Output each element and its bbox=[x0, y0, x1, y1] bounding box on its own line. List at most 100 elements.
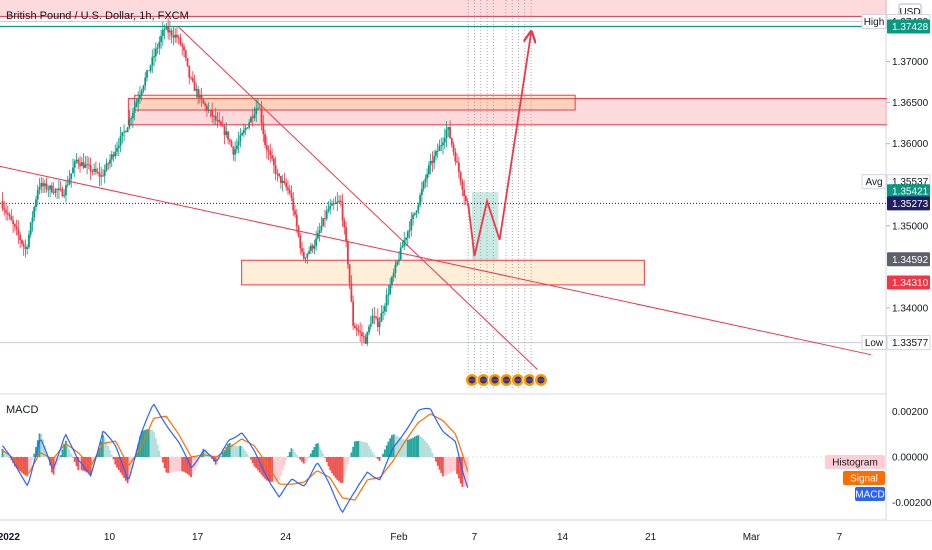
candle-body bbox=[398, 259, 400, 262]
candle-body bbox=[456, 161, 458, 163]
candle-body bbox=[63, 195, 66, 197]
macd-histogram-bar bbox=[116, 457, 118, 468]
macd-histogram-bar bbox=[179, 457, 182, 471]
macd-histogram-bar bbox=[38, 433, 41, 457]
candle-body bbox=[329, 205, 332, 209]
macd-histogram-bar bbox=[408, 439, 411, 457]
macd-histogram-bar bbox=[100, 441, 103, 457]
macd-histogram-bar bbox=[250, 457, 252, 460]
candle-body bbox=[315, 238, 318, 246]
candle-body bbox=[258, 107, 261, 109]
macd-histogram-bar bbox=[114, 457, 117, 465]
macd-histogram-bar bbox=[70, 453, 73, 457]
candle-body bbox=[308, 251, 310, 254]
price-tick-label: 1.36000 bbox=[892, 139, 929, 150]
candle-body bbox=[244, 127, 247, 131]
macd-histogram-bar bbox=[450, 457, 453, 472]
candle-body bbox=[232, 146, 235, 155]
candle-body bbox=[419, 195, 421, 205]
macd-line bbox=[2, 403, 469, 514]
macd-histogram-bar bbox=[40, 433, 43, 457]
candle-body bbox=[98, 172, 101, 177]
macd-histogram-bar bbox=[68, 449, 71, 457]
macd-histogram-bar bbox=[280, 457, 282, 476]
macd-histogram-bar bbox=[454, 457, 457, 471]
candle-body bbox=[387, 294, 390, 296]
candle-body bbox=[5, 210, 7, 213]
candle-body bbox=[114, 151, 117, 157]
macd-histogram-bar bbox=[86, 457, 88, 473]
price-tick-label: 1.34000 bbox=[892, 303, 929, 314]
candle-body bbox=[102, 175, 104, 177]
candle-body bbox=[6, 212, 9, 215]
macd-histogram-bar bbox=[287, 456, 289, 457]
candle-body bbox=[463, 189, 466, 197]
candle-body bbox=[355, 327, 358, 330]
candle-body bbox=[373, 315, 376, 317]
candle-body bbox=[223, 126, 226, 135]
candle-body bbox=[357, 329, 360, 332]
candle-body bbox=[80, 162, 83, 166]
candle-body bbox=[22, 243, 25, 247]
macd-histogram-bar bbox=[1, 448, 4, 457]
candle-body bbox=[431, 160, 434, 163]
macd-histogram-bar bbox=[241, 446, 244, 457]
macd-histogram-bar bbox=[359, 441, 362, 457]
macd-histogram-bar bbox=[401, 439, 404, 457]
macd-histogram-bar bbox=[262, 457, 265, 477]
macd-histogram-bar bbox=[65, 440, 67, 457]
candle-body bbox=[350, 283, 353, 302]
macd-histogram-bar bbox=[429, 448, 432, 457]
macd-histogram-bar bbox=[43, 445, 46, 457]
macd-histogram-bar bbox=[3, 450, 6, 457]
candle-body bbox=[429, 160, 432, 166]
macd-histogram-bar bbox=[297, 457, 300, 458]
candle-body bbox=[332, 203, 335, 205]
macd-histogram-bar bbox=[66, 445, 69, 457]
candle-body bbox=[406, 231, 409, 238]
macd-histogram-bar bbox=[121, 457, 124, 476]
macd-histogram-bar bbox=[435, 457, 437, 462]
candle-body bbox=[420, 188, 423, 196]
macd-histogram-bar bbox=[119, 457, 122, 473]
event-flag-icon bbox=[464, 373, 479, 387]
candle-body bbox=[28, 234, 30, 248]
macd-histogram-bar bbox=[332, 457, 335, 476]
candle-body bbox=[207, 110, 210, 112]
macd-histogram-bar bbox=[422, 438, 425, 457]
candle-body bbox=[20, 240, 23, 244]
macd-histogram-bar bbox=[8, 457, 11, 458]
macd-legend-label: Signal bbox=[850, 474, 878, 485]
candle-body bbox=[70, 173, 73, 179]
macd-histogram-bar bbox=[389, 438, 392, 457]
macd-histogram-bar bbox=[341, 457, 344, 483]
time-tick-label: 10 bbox=[104, 532, 116, 543]
macd-histogram-bar bbox=[237, 446, 240, 457]
macd-histogram-bar bbox=[165, 457, 168, 473]
candle-body bbox=[424, 178, 427, 183]
candle-body bbox=[109, 159, 111, 164]
candle-body bbox=[165, 26, 168, 30]
candle-body bbox=[124, 131, 127, 133]
candle-body bbox=[209, 110, 212, 112]
candle-body bbox=[278, 173, 281, 177]
macd-histogram-bar bbox=[424, 440, 427, 457]
candle-body bbox=[96, 172, 99, 173]
candle-body bbox=[459, 172, 462, 182]
candle-body bbox=[110, 154, 113, 160]
price-tag-box bbox=[887, 275, 930, 290]
macd-histogram-bar bbox=[228, 443, 231, 457]
macd-histogram-bar bbox=[146, 429, 148, 457]
candle-body bbox=[309, 245, 312, 252]
candle-body bbox=[405, 237, 407, 240]
time-axis-bg bbox=[0, 521, 932, 550]
candle-body bbox=[216, 119, 219, 121]
macd-histogram-bar bbox=[292, 449, 295, 457]
macd-histogram-bar bbox=[170, 457, 173, 473]
macd-histogram-bar bbox=[272, 457, 275, 482]
candle-body bbox=[415, 210, 418, 213]
candle-body bbox=[290, 193, 293, 199]
forecast-path bbox=[467, 33, 531, 257]
macd-histogram-bar bbox=[73, 457, 76, 462]
